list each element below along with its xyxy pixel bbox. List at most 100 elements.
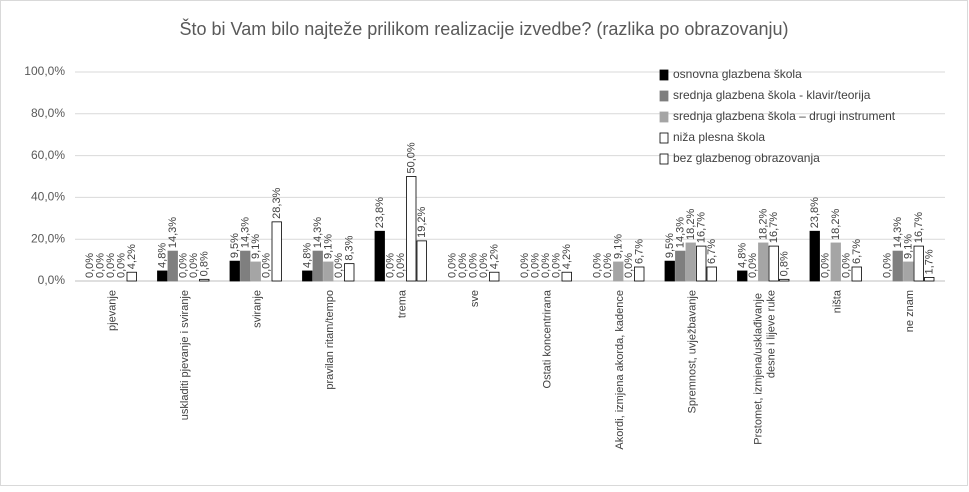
bar bbox=[758, 242, 769, 282]
value-label: 0,0% bbox=[530, 253, 542, 278]
value-label: 9,1% bbox=[613, 234, 625, 259]
legend-label: bez glazbenog obrazovanja bbox=[673, 151, 820, 165]
bar bbox=[696, 245, 707, 282]
bar bbox=[374, 230, 385, 282]
value-label: 9,1% bbox=[250, 234, 262, 259]
value-label: 0,0% bbox=[882, 253, 894, 278]
value-label: 0,0% bbox=[84, 253, 96, 278]
y-tick-label: 100,0% bbox=[24, 64, 65, 78]
value-label: 0,0% bbox=[178, 253, 190, 278]
value-label: 4,8% bbox=[157, 243, 169, 268]
value-label: 14,3% bbox=[312, 217, 324, 248]
value-label: 18,2% bbox=[758, 209, 770, 240]
legend-label: niža plesna škola bbox=[673, 130, 765, 144]
value-label: 14,3% bbox=[167, 217, 179, 248]
value-label: 23,8% bbox=[374, 197, 386, 228]
y-tick-label: 20,0% bbox=[31, 231, 65, 245]
value-label: 0,0% bbox=[623, 253, 635, 278]
x-tick-label: trema bbox=[396, 289, 408, 318]
bar bbox=[312, 250, 323, 282]
legend-label: srednja glazbena škola – drugi instrumen… bbox=[673, 109, 896, 123]
value-label: 14,3% bbox=[892, 217, 904, 248]
bar bbox=[768, 245, 779, 282]
legend-swatch bbox=[659, 153, 669, 165]
value-label: 0,0% bbox=[333, 253, 345, 278]
y-tick-label: 80,0% bbox=[31, 106, 65, 120]
value-label: 1,7% bbox=[924, 249, 936, 274]
bar bbox=[892, 250, 903, 282]
bar bbox=[903, 261, 914, 282]
value-label: 14,3% bbox=[240, 217, 252, 248]
x-tick-label: pjevanje bbox=[106, 290, 118, 331]
x-tick-label: ništa bbox=[831, 289, 843, 313]
bar bbox=[675, 250, 686, 282]
value-label: 6,7% bbox=[706, 239, 718, 264]
legend-swatch bbox=[659, 132, 669, 144]
value-label: 0,0% bbox=[116, 253, 128, 278]
bar bbox=[250, 261, 261, 282]
value-label: 23,8% bbox=[809, 197, 821, 228]
x-tick-label: Prstomet, izmjena/usklađivanje desne i l… bbox=[752, 290, 777, 445]
bar bbox=[406, 176, 417, 282]
bar bbox=[126, 271, 137, 282]
value-label: 0,8% bbox=[199, 251, 211, 276]
x-tick-label: Ostati koncentrirana bbox=[541, 289, 553, 388]
value-label: 0,0% bbox=[468, 253, 480, 278]
bar bbox=[913, 245, 924, 282]
y-tick-label: 40,0% bbox=[31, 190, 65, 204]
value-label: 0,0% bbox=[95, 253, 107, 278]
value-label: 9,5% bbox=[229, 233, 241, 258]
bar bbox=[489, 271, 500, 282]
value-label: 0,0% bbox=[105, 253, 117, 278]
value-label: 0,0% bbox=[551, 253, 563, 278]
value-label: 18,2% bbox=[830, 209, 842, 240]
value-label: 16,7% bbox=[696, 212, 708, 243]
value-label: 0,0% bbox=[447, 253, 459, 278]
bar bbox=[416, 240, 427, 282]
value-label: 4,2% bbox=[126, 244, 138, 269]
value-label: 4,8% bbox=[302, 243, 314, 268]
value-label: 0,0% bbox=[261, 253, 273, 278]
chart-title: Što bi Vam bilo najteže prilikom realiza… bbox=[180, 18, 789, 39]
value-label: 0,0% bbox=[519, 253, 531, 278]
value-label: 0,0% bbox=[592, 253, 604, 278]
bar bbox=[323, 261, 334, 282]
value-label: 0,0% bbox=[385, 253, 397, 278]
value-label: 4,2% bbox=[561, 244, 573, 269]
value-label: 0,0% bbox=[820, 253, 832, 278]
value-label: 8,3% bbox=[344, 235, 356, 260]
value-label: 16,7% bbox=[913, 212, 925, 243]
bar bbox=[199, 278, 210, 282]
x-tick-label: Spremnost, uvježbavanje bbox=[686, 290, 698, 414]
bar bbox=[167, 250, 178, 282]
value-label: 6,7% bbox=[634, 239, 646, 264]
bar bbox=[240, 250, 251, 282]
bar bbox=[830, 242, 841, 282]
value-label: 4,2% bbox=[489, 244, 501, 269]
bar bbox=[737, 270, 748, 282]
bar bbox=[344, 263, 355, 282]
value-label: 28,3% bbox=[271, 187, 283, 218]
x-tick-label: sviranje bbox=[251, 290, 263, 328]
bar bbox=[664, 260, 675, 282]
value-label: 0,0% bbox=[188, 253, 200, 278]
x-tick-label: ne znam bbox=[904, 290, 916, 332]
legend-swatch bbox=[659, 111, 669, 123]
value-label: 0,0% bbox=[841, 253, 853, 278]
value-label: 4,8% bbox=[737, 243, 749, 268]
value-label: 6,7% bbox=[851, 239, 863, 264]
bar bbox=[229, 260, 240, 282]
legend-swatch bbox=[659, 90, 669, 102]
value-label: 0,0% bbox=[395, 253, 407, 278]
value-label: 0,0% bbox=[747, 253, 759, 278]
value-label: 16,7% bbox=[768, 212, 780, 243]
bar bbox=[302, 270, 313, 282]
x-tick-label: Akordi, izmjena akorda, kadence bbox=[614, 290, 626, 450]
bar bbox=[779, 278, 790, 282]
x-tick-label: pravilan ritam/tempo bbox=[324, 290, 336, 390]
value-label: 14,3% bbox=[675, 217, 687, 248]
value-label: 0,0% bbox=[540, 253, 552, 278]
value-label: 50,0% bbox=[406, 142, 418, 173]
